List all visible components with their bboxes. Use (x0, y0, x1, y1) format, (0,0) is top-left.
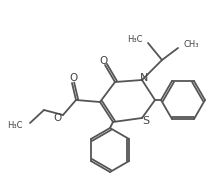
Text: H₃C: H₃C (7, 122, 23, 131)
Text: CH₃: CH₃ (183, 39, 198, 48)
Text: O: O (100, 56, 108, 66)
Text: S: S (142, 116, 150, 126)
Text: N: N (140, 73, 148, 83)
Text: H₃C: H₃C (128, 34, 143, 44)
Text: O: O (54, 113, 62, 123)
Text: O: O (69, 73, 77, 83)
